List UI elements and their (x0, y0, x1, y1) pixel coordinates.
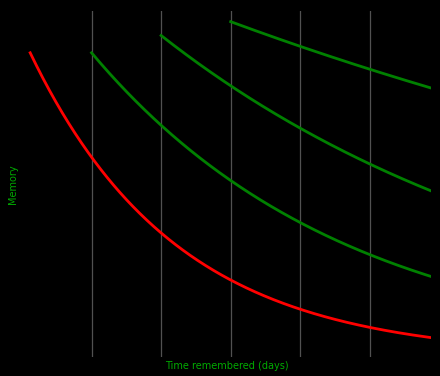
Text: Time remembered (days): Time remembered (days) (165, 361, 288, 371)
Text: Memory: Memory (8, 164, 18, 204)
